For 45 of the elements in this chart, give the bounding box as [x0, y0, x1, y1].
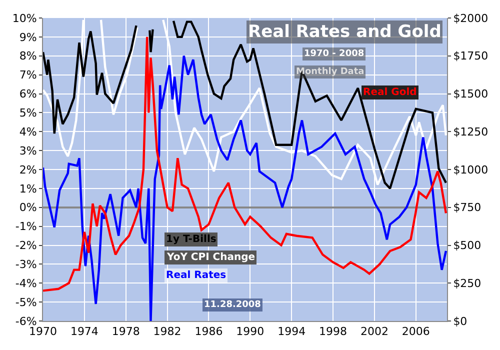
y-tick-label: 6% — [19, 88, 37, 101]
x-tick-label: 1974 — [70, 325, 98, 338]
y-tick-label: -3% — [15, 258, 37, 272]
y2-tick-label: $2000 — [453, 12, 488, 25]
annotation: 11.28.2008 — [204, 300, 261, 310]
chart-title: Real Rates and Gold — [248, 22, 442, 42]
line-series — [43, 36, 447, 292]
x-tick-label: 2006 — [402, 325, 430, 338]
y2-tick-label: $250 — [453, 276, 482, 290]
y2-tick-label: $1750 — [453, 50, 488, 63]
text: 1970 - 2008 — [304, 49, 364, 59]
x-tick-label: 1998 — [319, 325, 348, 338]
x-tick-label: 1994 — [278, 325, 306, 338]
x-tick-label: 1970 — [29, 325, 57, 338]
y2-tick-label: $1250 — [453, 125, 488, 138]
y-tick-label: 3% — [19, 144, 37, 158]
x-tick-label: 1986 — [194, 325, 223, 338]
y2-tick-label: $0 — [453, 314, 468, 328]
y-tick-label: -1% — [15, 220, 37, 234]
x-tick-label: 1978 — [112, 325, 140, 338]
y-tick-label: 10% — [12, 12, 37, 25]
text: 1y T-Bills — [166, 234, 216, 245]
y-tick-label: 2% — [19, 163, 37, 176]
y2-tick-label: $1500 — [453, 88, 488, 101]
y2-tick-label: $500 — [453, 239, 482, 252]
y-tick-label: -6% — [15, 314, 37, 328]
x-tick-label: 1990 — [236, 325, 264, 338]
series-label: Real Rates — [166, 270, 226, 281]
y-tick-label: 0% — [19, 201, 37, 214]
text: Real Gold — [363, 87, 417, 98]
x-tick-label: 1982 — [153, 325, 182, 338]
y-tick-label: 8% — [19, 50, 37, 63]
y2-tick-label: $750 — [453, 201, 482, 214]
y-tick-label: 9% — [19, 30, 37, 44]
annotation: Monthly Data — [296, 67, 364, 77]
x-tick-label: 2002 — [360, 325, 388, 338]
y-tick-label: 4% — [19, 125, 37, 138]
text: YoY CPI Change — [166, 252, 256, 263]
y-tick-label: 1% — [19, 182, 37, 196]
y-tick-label: 7% — [19, 68, 37, 82]
y-tick-label: -2% — [15, 239, 37, 252]
y-tick-label: 5% — [19, 106, 37, 120]
y2-tick-label: $1000 — [453, 163, 488, 176]
y-tick-label: -5% — [15, 296, 37, 309]
y-tick-label: -4% — [15, 276, 37, 290]
